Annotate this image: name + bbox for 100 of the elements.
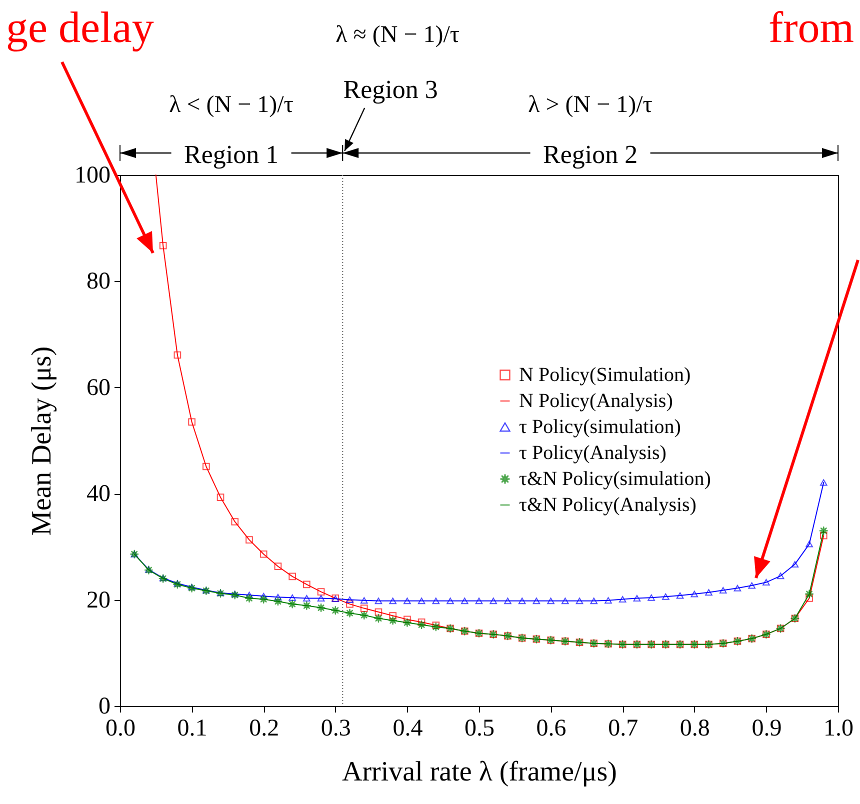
legend-label: τ Policy(Analysis) (519, 442, 666, 464)
point (302, 600, 312, 610)
legend-label: N Policy(Simulation) (519, 364, 691, 386)
y-tick-label: 40 (86, 481, 110, 508)
point (490, 598, 498, 604)
point (359, 610, 369, 620)
point (719, 587, 727, 594)
point (734, 584, 742, 592)
text: Region 1 (184, 140, 279, 169)
point (244, 594, 254, 603)
point (532, 598, 540, 604)
point (202, 462, 210, 470)
point (633, 594, 641, 602)
legend-label: τ&N Policy(Analysis) (519, 494, 696, 516)
point (288, 572, 296, 580)
x-tick-label: 0.3 (320, 716, 351, 742)
point (273, 596, 283, 606)
x-tick-label: 0.1 (177, 716, 208, 742)
point (374, 614, 384, 624)
point (690, 590, 698, 598)
text: Region 2 (542, 140, 638, 169)
point (562, 598, 569, 604)
point (676, 592, 684, 599)
point (303, 594, 310, 602)
point (317, 588, 325, 596)
point (159, 242, 167, 250)
point (389, 612, 397, 620)
point (246, 536, 253, 544)
text: ge delay (6, 3, 154, 52)
point (604, 597, 612, 604)
text: from (768, 3, 854, 52)
point (174, 351, 182, 359)
legend-label: τ&N Policy(simulation) (519, 468, 711, 490)
point (418, 598, 426, 604)
point (791, 560, 799, 568)
legend-label: τ Policy(simulation) (519, 416, 681, 438)
point (705, 589, 712, 596)
point (432, 598, 440, 604)
point (618, 596, 626, 603)
point (174, 580, 182, 587)
point (172, 580, 182, 590)
x-tick-label: 0.2 (249, 716, 280, 742)
point (231, 518, 239, 526)
x-tick-label: 0.9 (752, 716, 782, 742)
x-axis-title: Arrival rate λ (frame/μs) (342, 756, 618, 788)
y-tick-label: 60 (86, 374, 110, 401)
point (346, 600, 354, 608)
point (258, 594, 268, 604)
point (274, 594, 282, 600)
point (188, 584, 196, 590)
point (818, 526, 828, 536)
point (475, 598, 483, 604)
x-tick-label: 0.6 (536, 716, 566, 742)
point (360, 604, 368, 612)
point (260, 550, 268, 558)
point (230, 590, 240, 600)
y-tick-label: 80 (86, 268, 110, 295)
point (662, 593, 670, 600)
text: λ < (N − 1)/τ (169, 92, 294, 118)
point (402, 618, 412, 628)
legend-label: N Policy(Analysis) (519, 390, 673, 412)
point (820, 532, 828, 540)
point (590, 598, 598, 604)
point (762, 579, 770, 586)
point (374, 608, 382, 616)
point (460, 598, 468, 604)
point (231, 590, 239, 598)
point (188, 418, 196, 426)
point (330, 606, 340, 616)
point (404, 598, 411, 604)
x-tick-label: 1.0 (824, 716, 854, 742)
point (416, 620, 426, 630)
point (576, 598, 584, 604)
text: λ ≈ (N − 1)/τ (336, 22, 460, 48)
point (316, 603, 326, 612)
point (288, 594, 296, 601)
point (303, 580, 310, 588)
x-tick-label: 0.4 (392, 716, 423, 742)
x-tick-label: 0.5 (464, 716, 494, 742)
point (345, 608, 354, 618)
point (346, 596, 354, 604)
point (374, 598, 382, 604)
point (547, 598, 554, 604)
point (260, 592, 268, 600)
point (518, 598, 526, 604)
y-tick-label: 100 (74, 162, 110, 188)
point (446, 598, 454, 604)
point (317, 594, 325, 602)
y-tick-label: 20 (86, 587, 110, 614)
point (216, 494, 224, 501)
point (748, 582, 756, 589)
point (187, 583, 196, 593)
point (804, 589, 814, 599)
x-tick-label: 0.8 (680, 716, 710, 742)
point (431, 622, 441, 632)
point (820, 479, 828, 486)
point (388, 616, 398, 626)
text: λ > (N − 1)/τ (528, 92, 653, 118)
point (288, 599, 298, 609)
point (648, 594, 655, 601)
